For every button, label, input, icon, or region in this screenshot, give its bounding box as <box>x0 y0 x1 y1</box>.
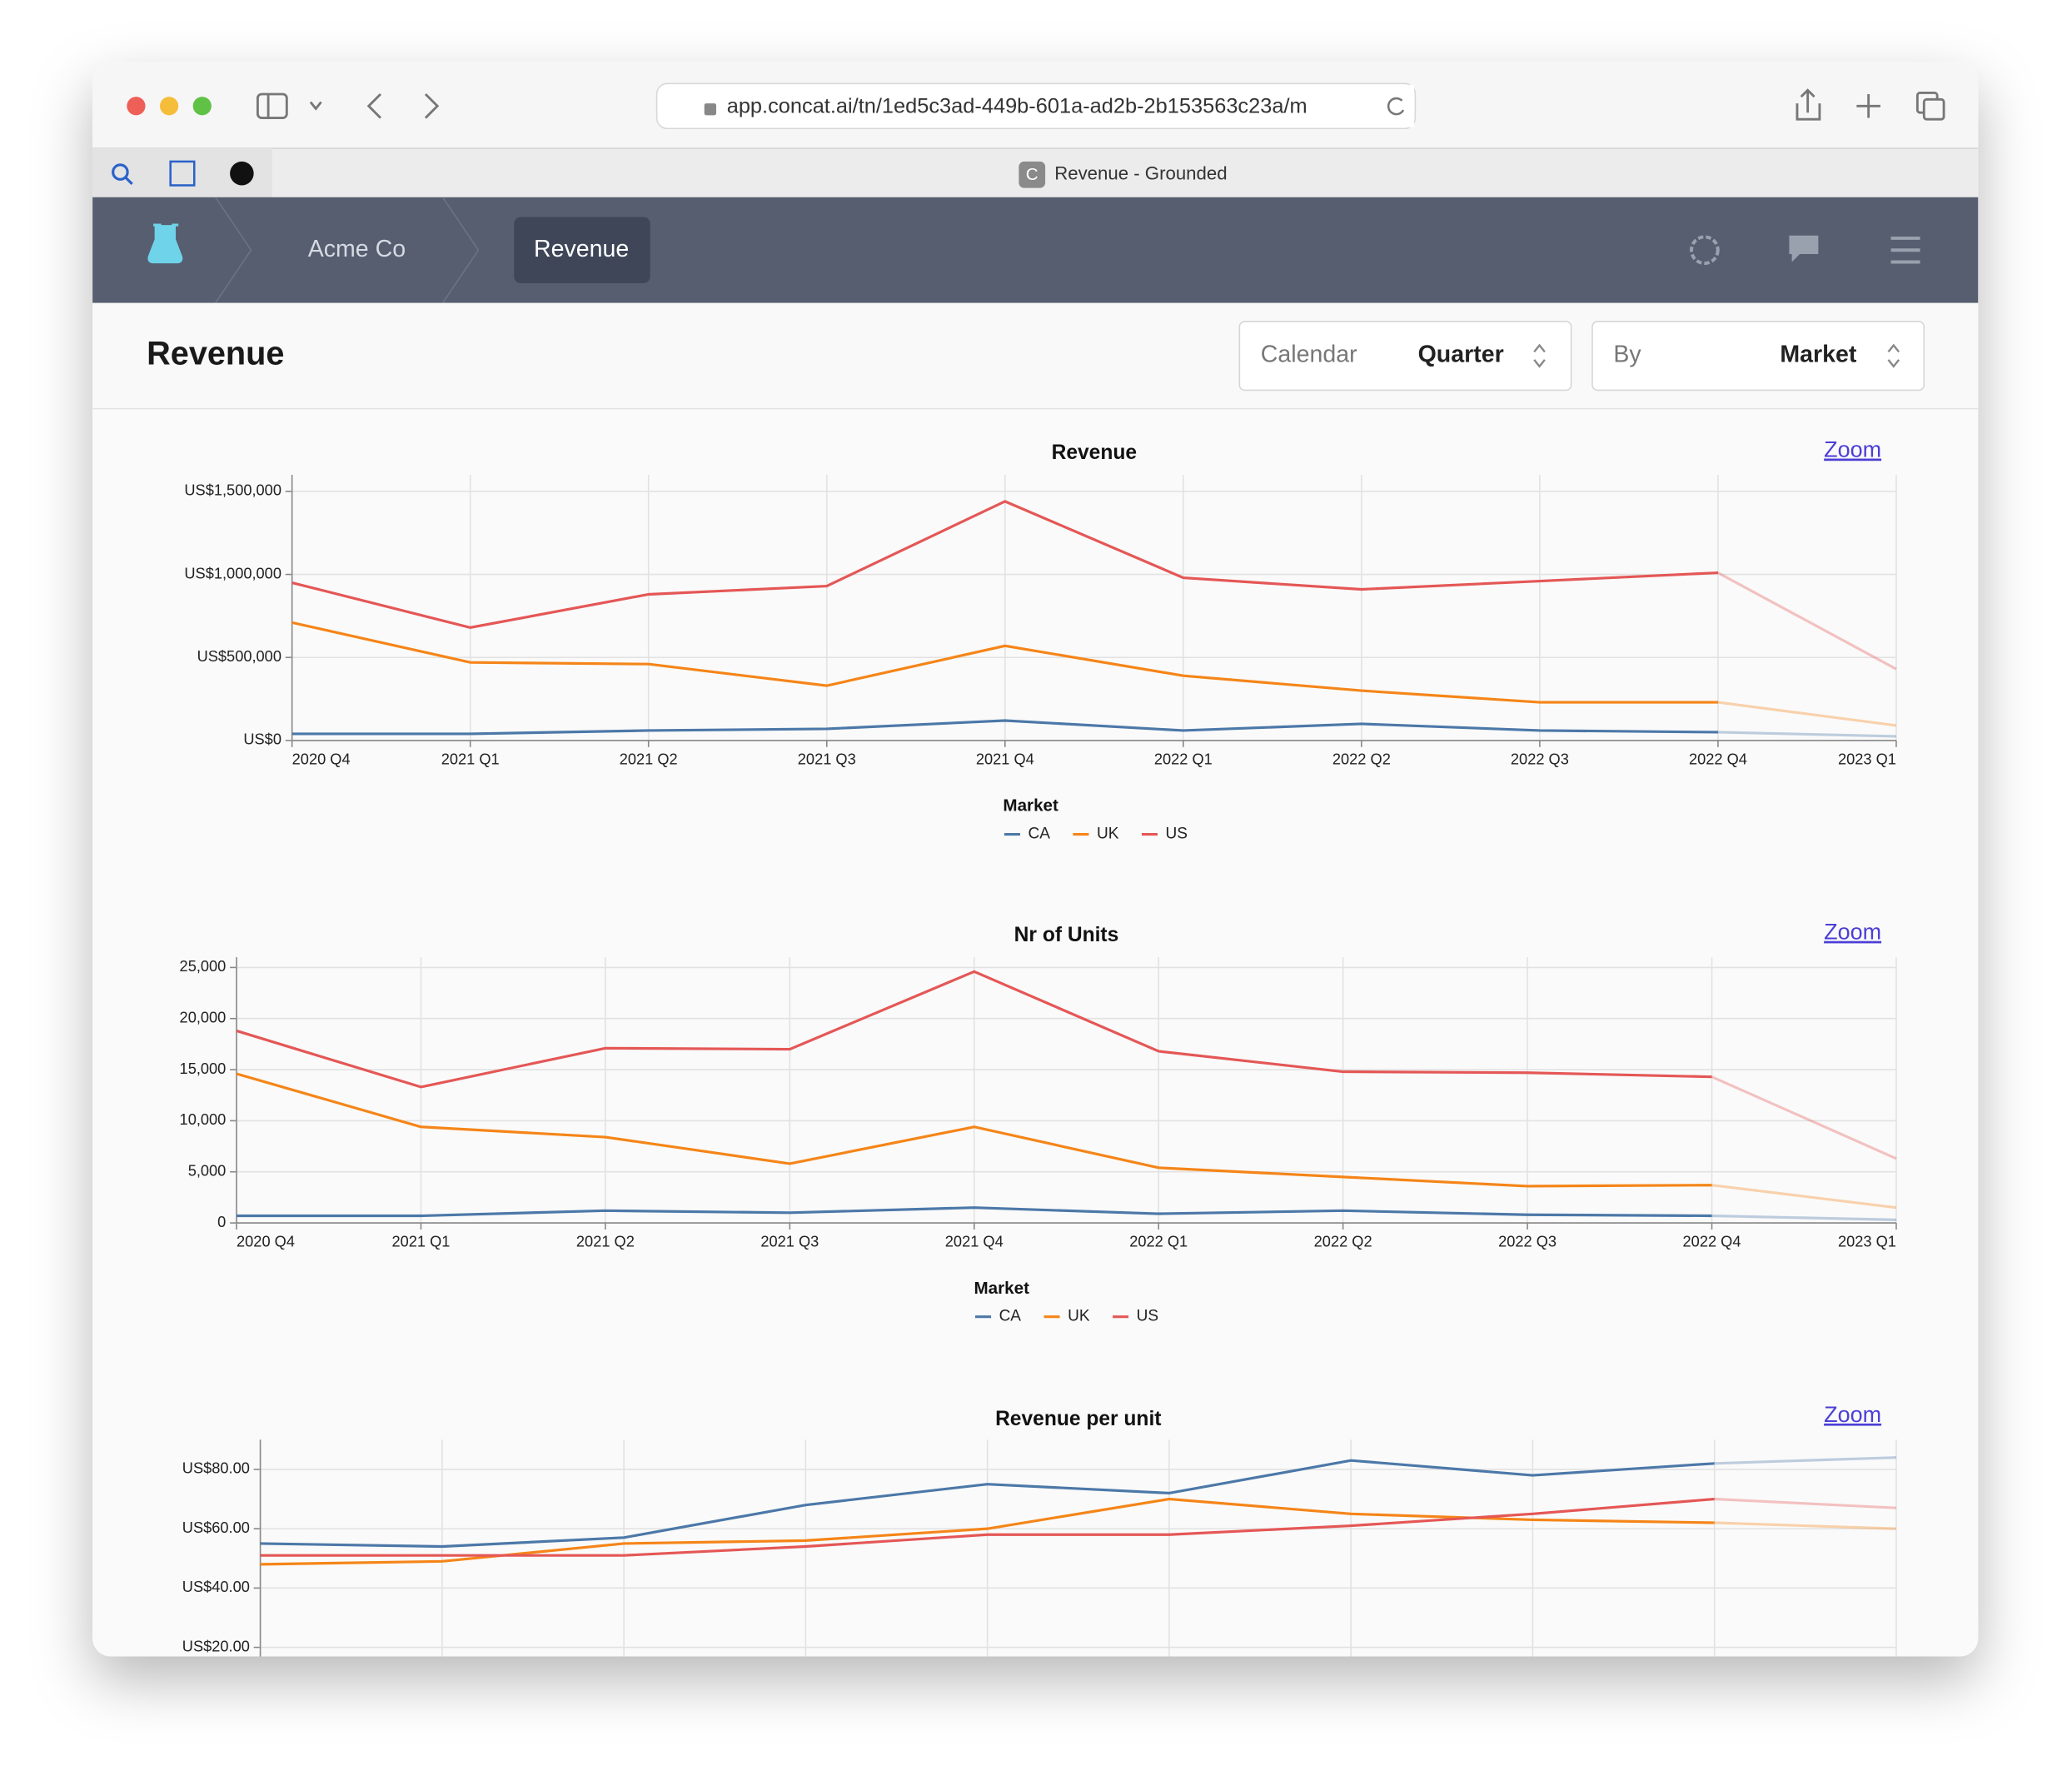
x-tick-label: 2022 Q1 <box>1154 751 1213 768</box>
minimize-button[interactable] <box>160 97 178 115</box>
zoom-link[interactable]: Zoom <box>1824 920 1881 945</box>
y-tick-label: US$0 <box>243 731 281 748</box>
x-tick-label: 2022 Q3 <box>1511 751 1569 768</box>
y-tick-label: 20,000 <box>180 1009 227 1026</box>
x-tick-label: 2023 Q1 <box>1838 1233 1896 1250</box>
x-tick-label: 2022 Q3 <box>1498 1233 1556 1250</box>
legend-label: US <box>1137 1308 1158 1325</box>
lock-icon <box>705 103 716 115</box>
x-tick-label: 2021 Q2 <box>620 751 678 768</box>
select-value: Market <box>1780 342 1857 368</box>
group-select[interactable] <box>1592 322 1924 391</box>
legend-label: UK <box>1068 1308 1090 1325</box>
zoom-link[interactable]: Zoom <box>1824 1402 1881 1427</box>
tab-icon: C <box>1026 165 1038 184</box>
legend-label: UK <box>1097 826 1119 843</box>
x-tick-label: 2020 Q4 <box>237 1233 295 1250</box>
close-button[interactable] <box>127 97 145 115</box>
zoom-button[interactable] <box>193 97 212 115</box>
x-tick-label: 2021 Q1 <box>391 1233 450 1250</box>
breadcrumb[interactable]: Acme Co <box>308 236 406 262</box>
y-tick-label: US$60.00 <box>182 1519 250 1536</box>
y-tick-label: 10,000 <box>180 1110 227 1128</box>
legend-label: US <box>1166 826 1188 843</box>
select-value: Quarter <box>1418 342 1504 368</box>
y-tick-label: US$40.00 <box>182 1578 250 1595</box>
legend-title: Market <box>974 1279 1030 1298</box>
x-tick-label: 2020 Q4 <box>292 751 351 768</box>
select-label: By <box>1613 342 1641 368</box>
x-tick-label: 2022 Q2 <box>1332 751 1391 768</box>
x-tick-label: 2022 Q2 <box>1314 1233 1372 1250</box>
x-tick-label: 2022 Q4 <box>1689 751 1747 768</box>
chart-title: Revenue <box>1052 442 1137 464</box>
legend-label: CA <box>1028 826 1050 843</box>
legend-label: CA <box>999 1308 1022 1325</box>
x-tick-label: 2022 Q4 <box>1683 1233 1741 1250</box>
y-tick-label: US$1,000,000 <box>184 564 281 581</box>
x-tick-label: 2022 Q1 <box>1129 1233 1188 1250</box>
github-bookmark[interactable] <box>230 162 254 186</box>
tab-title[interactable]: Revenue - Grounded <box>1054 163 1227 184</box>
legend-title: Market <box>1003 796 1058 816</box>
y-tick-label: 15,000 <box>180 1060 227 1077</box>
y-tick-label: US$1,500,000 <box>184 481 281 499</box>
chart-title: Nr of Units <box>1014 924 1119 946</box>
x-tick-label: 2021 Q3 <box>798 751 856 768</box>
x-tick-label: 2021 Q4 <box>945 1233 1004 1250</box>
x-tick-label: 2021 Q1 <box>441 751 500 768</box>
x-tick-label: 2023 Q1 <box>1838 751 1896 768</box>
y-tick-label: US$20.00 <box>182 1637 250 1654</box>
y-tick-label: 0 <box>217 1213 226 1230</box>
select-label: Calendar <box>1261 342 1357 368</box>
chart-title: Revenue per unit <box>995 1408 1161 1430</box>
url: app.concat.ai/tn/1ed5c3ad-449b-601a-ad2b… <box>727 95 1307 118</box>
y-tick-label: US$80.00 <box>182 1459 250 1477</box>
y-tick-label: US$500,000 <box>197 647 281 665</box>
zoom-link[interactable]: Zoom <box>1824 437 1881 462</box>
page-title: Revenue <box>147 336 284 372</box>
x-tick-label: 2021 Q3 <box>760 1233 819 1250</box>
x-tick-label: 2021 Q2 <box>576 1233 635 1250</box>
breadcrumb[interactable]: Revenue <box>534 236 629 262</box>
x-tick-label: 2021 Q4 <box>976 751 1034 768</box>
y-tick-label: 25,000 <box>180 957 227 975</box>
y-tick-label: 5,000 <box>188 1162 227 1180</box>
